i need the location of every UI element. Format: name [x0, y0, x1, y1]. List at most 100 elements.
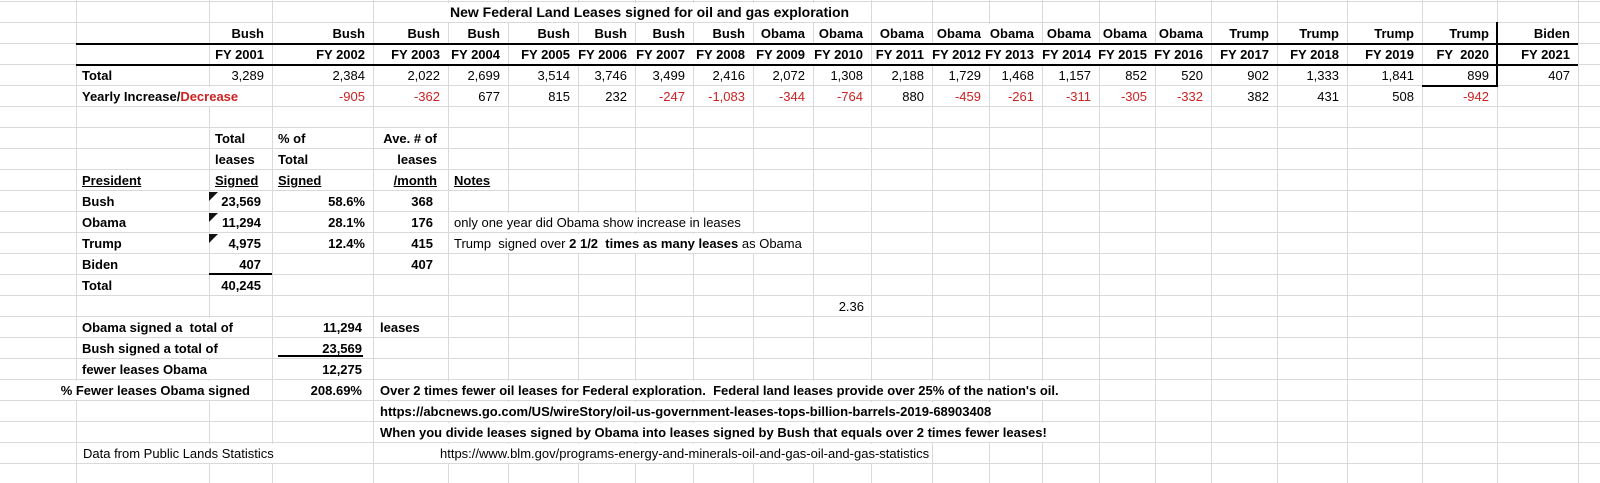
summary-pct-cell[interactable]: 12.4%	[325, 234, 368, 253]
lease-change-cell[interactable]: 382	[1244, 87, 1272, 106]
summary-total-value-cell[interactable]: 40,245	[218, 276, 264, 295]
fiscal-year-cell[interactable]: FY 2018	[1287, 45, 1342, 64]
lease-change-cell[interactable]: -311	[1062, 87, 1094, 106]
fiscal-year-cell[interactable]: FY 2008	[693, 45, 748, 64]
summary-president-cell[interactable]: Obama	[79, 213, 130, 232]
lease-total-cell[interactable]: 1,157	[1055, 66, 1094, 85]
lease-change-cell[interactable]: -459	[951, 87, 984, 106]
lease-total-cell[interactable]: 3,514	[534, 66, 573, 85]
summary-header-pct-3[interactable]: Signed	[275, 171, 325, 190]
sheet-title-cell[interactable]: New Federal Land Leases signed for oil a…	[447, 3, 853, 22]
summary-header-total-2[interactable]: leases	[212, 150, 258, 169]
summary-header-avg-1[interactable]: Ave. # of	[380, 129, 440, 148]
ratio-value-cell[interactable]: 2.36	[835, 297, 867, 316]
lease-total-cell[interactable]: 1,333	[1303, 66, 1342, 85]
fiscal-year-cell[interactable]: FY 2011	[872, 45, 927, 64]
fiscal-year-cell[interactable]: FY 2021	[1518, 45, 1573, 64]
summary-avg-cell[interactable]: 176	[408, 213, 436, 232]
lease-total-cell[interactable]: 902	[1244, 66, 1272, 85]
lease-change-cell[interactable]: 232	[602, 87, 630, 106]
comparison-value-cell[interactable]: 208.69%	[307, 381, 365, 400]
fiscal-year-cell[interactable]: FY 2013	[982, 45, 1037, 64]
comparison-label-cell[interactable]: Bush signed a total of	[79, 339, 221, 358]
lease-change-cell[interactable]: -1,083	[705, 87, 748, 106]
fiscal-year-cell[interactable]: FY 2007	[633, 45, 688, 64]
president-header-cell[interactable]: Bush	[709, 24, 748, 43]
comparison-note-cell[interactable]: Over 2 times fewer oil leases for Federa…	[377, 381, 1062, 400]
lease-total-cell[interactable]: 852	[1122, 66, 1150, 85]
fiscal-year-cell[interactable]: FY 2009	[753, 45, 808, 64]
lease-total-cell[interactable]: 2,384	[329, 66, 368, 85]
summary-header-pct-1[interactable]: % of	[275, 129, 309, 148]
lease-change-cell[interactable]: -305	[1117, 87, 1150, 106]
fiscal-year-cell[interactable]: FY 2012	[929, 45, 984, 64]
data-source-cell[interactable]: Data from Public Lands Statistics	[80, 444, 277, 463]
lease-total-cell[interactable]: 520	[1178, 66, 1206, 85]
fiscal-year-cell[interactable]: FY 2020	[1433, 45, 1492, 64]
summary-total-label-cell[interactable]: Total	[79, 276, 116, 295]
row-label-yearly-cell[interactable]: Yearly Increase/Decrease	[79, 87, 242, 106]
lease-change-cell[interactable]: 431	[1314, 87, 1342, 106]
summary-header-total-1[interactable]: Total	[212, 129, 249, 148]
lease-total-cell[interactable]: 2,188	[888, 66, 927, 85]
president-header-cell[interactable]: Bush	[228, 24, 267, 43]
comparison-value-cell[interactable]: 23,569	[319, 339, 365, 358]
summary-president-cell[interactable]: Bush	[79, 192, 118, 211]
comparison-unit-cell[interactable]: leases	[377, 318, 423, 337]
comparison-label-cell[interactable]: Obama signed a total of	[79, 318, 236, 337]
comparison-label-cell[interactable]: % Fewer leases Obama signed	[57, 381, 253, 400]
lease-total-cell[interactable]: 2,072	[769, 66, 808, 85]
lease-total-cell[interactable]: 899	[1464, 66, 1492, 85]
summary-header-avg-3[interactable]: /month	[390, 171, 440, 190]
fiscal-year-cell[interactable]: FY 2002	[313, 45, 368, 64]
lease-change-cell[interactable]: -905	[335, 87, 368, 106]
president-header-cell[interactable]: Trump	[1371, 24, 1417, 43]
abcnews-url-cell[interactable]: https://abcnews.go.com/US/wireStory/oil-…	[377, 402, 995, 421]
fiscal-year-cell[interactable]: FY 2001	[212, 45, 267, 64]
summary-avg-cell[interactable]: 415	[408, 234, 436, 253]
president-header-cell[interactable]: Bush	[649, 24, 688, 43]
president-header-cell[interactable]: Biden	[1530, 24, 1573, 43]
comparison-label-cell[interactable]: fewer leases Obama	[79, 360, 211, 379]
comparison-value-cell[interactable]: 12,275	[319, 360, 365, 379]
lease-total-cell[interactable]: 3,289	[228, 66, 267, 85]
lease-total-cell[interactable]: 407	[1545, 66, 1573, 85]
president-header-cell[interactable]: Obama	[757, 24, 808, 43]
president-header-cell[interactable]: Obama	[815, 24, 866, 43]
summary-president-cell[interactable]: Biden	[79, 255, 122, 274]
summary-avg-cell[interactable]: 407	[408, 255, 436, 274]
lease-change-cell[interactable]: -764	[833, 87, 866, 106]
fiscal-year-cell[interactable]: FY 2010	[811, 45, 866, 64]
summary-header-total-3[interactable]: Signed	[212, 171, 262, 190]
president-header-cell[interactable]: Obama	[1043, 24, 1094, 43]
lease-total-cell[interactable]: 1,729	[945, 66, 984, 85]
fiscal-year-cell[interactable]: FY 2006	[575, 45, 630, 64]
lease-change-cell[interactable]: -332	[1173, 87, 1206, 106]
lease-total-cell[interactable]: 3,499	[649, 66, 688, 85]
lease-change-cell[interactable]: 677	[475, 87, 503, 106]
summary-avg-cell[interactable]: 368	[408, 192, 436, 211]
president-header-cell[interactable]: Trump	[1446, 24, 1492, 43]
president-header-cell[interactable]: Obama	[1099, 24, 1150, 43]
summary-president-cell[interactable]: Trump	[79, 234, 125, 253]
lease-change-cell[interactable]: 815	[545, 87, 573, 106]
fiscal-year-cell[interactable]: FY 2003	[388, 45, 443, 64]
lease-total-cell[interactable]: 1,468	[998, 66, 1037, 85]
summary-header-president[interactable]: President	[79, 171, 145, 190]
fiscal-year-cell[interactable]: FY 2016	[1151, 45, 1206, 64]
lease-change-cell[interactable]: -942	[1459, 87, 1492, 106]
fiscal-year-cell[interactable]: FY 2004	[448, 45, 503, 64]
lease-total-cell[interactable]: 2,416	[709, 66, 748, 85]
summary-note-cell[interactable]: only one year did Obama show increase in…	[451, 213, 744, 232]
summary-header-avg-2[interactable]: leases	[394, 150, 440, 169]
lease-total-cell[interactable]: 1,841	[1378, 66, 1417, 85]
fiscal-year-cell[interactable]: FY 2005	[518, 45, 573, 64]
lease-total-cell[interactable]: 3,746	[591, 66, 630, 85]
president-header-cell[interactable]: Bush	[591, 24, 630, 43]
summary-header-pct-2[interactable]: Total	[275, 150, 312, 169]
summary-header-notes[interactable]: Notes	[451, 171, 494, 190]
comparison-note-cell[interactable]: When you divide leases signed by Obama i…	[377, 423, 1050, 442]
lease-total-cell[interactable]: 2,699	[464, 66, 503, 85]
blm-url-cell[interactable]: https://www.blm.gov/programs-energy-and-…	[437, 444, 933, 463]
fiscal-year-cell[interactable]: FY 2014	[1039, 45, 1094, 64]
